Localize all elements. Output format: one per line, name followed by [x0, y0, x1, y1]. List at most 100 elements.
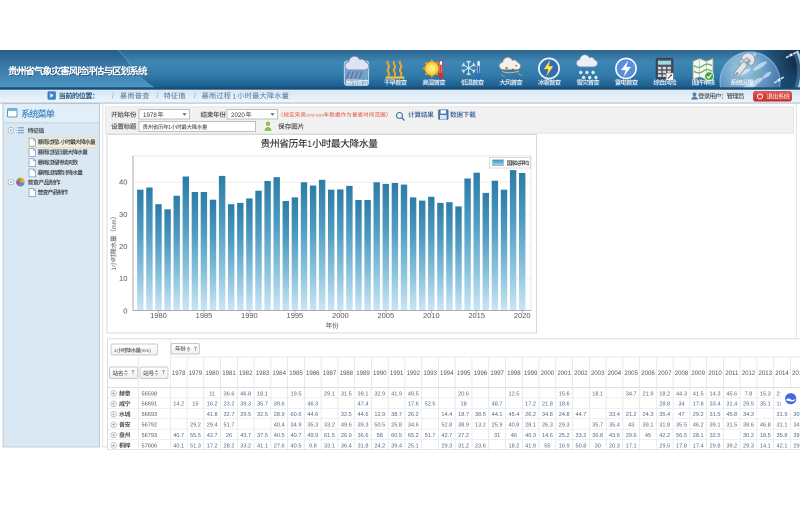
- svg-text:9.8: 9.8: [309, 443, 317, 449]
- svg-text:14.3: 14.3: [710, 391, 721, 397]
- svg-text:26.3: 26.3: [542, 423, 553, 429]
- svg-text:18.1: 18.1: [592, 391, 603, 397]
- svg-text:24.3: 24.3: [643, 412, 654, 418]
- svg-text:35.7: 35.7: [257, 402, 268, 408]
- svg-text:45: 45: [645, 433, 651, 439]
- svg-text:49.5: 49.5: [408, 391, 419, 397]
- svg-text:31.9: 31.9: [777, 412, 788, 418]
- svg-text:44.7: 44.7: [575, 412, 586, 418]
- svg-text:1978: 1978: [172, 370, 186, 377]
- svg-text:27.6: 27.6: [274, 443, 285, 449]
- svg-text:35.4: 35.4: [609, 423, 620, 429]
- svg-text:29.5: 29.5: [659, 443, 670, 449]
- svg-text:46.8: 46.8: [760, 423, 771, 429]
- svg-text:21.9: 21.9: [643, 391, 654, 397]
- svg-text:40.7: 40.7: [173, 433, 184, 439]
- svg-text:1996: 1996: [474, 370, 488, 377]
- svg-text:45.4: 45.4: [508, 412, 519, 418]
- svg-text:1984: 1984: [272, 370, 286, 377]
- svg-text:2013: 2013: [759, 370, 773, 377]
- svg-text:28.2: 28.2: [224, 443, 235, 449]
- svg-text:28.8: 28.8: [659, 402, 670, 408]
- svg-text:65.2: 65.2: [408, 433, 419, 439]
- svg-text:1998: 1998: [507, 370, 521, 377]
- svg-text:14.2: 14.2: [173, 402, 184, 408]
- svg-text:29.3: 29.3: [441, 443, 452, 449]
- svg-text:1988: 1988: [340, 370, 354, 377]
- svg-text:40: 40: [119, 178, 127, 187]
- svg-text:31.4: 31.4: [726, 402, 737, 408]
- svg-text:36.8: 36.8: [592, 433, 603, 439]
- svg-text:34.7: 34.7: [626, 391, 637, 397]
- svg-text:56792: 56792: [142, 423, 158, 429]
- svg-text:2020: 2020: [231, 112, 245, 119]
- svg-text:25.2: 25.2: [559, 433, 570, 439]
- svg-text:39.1: 39.1: [710, 423, 721, 429]
- svg-text:1: 1: [57, 140, 60, 146]
- svg-text:/: /: [112, 93, 114, 100]
- svg-text:18.7: 18.7: [458, 412, 469, 418]
- svg-text:40.1: 40.1: [173, 443, 184, 449]
- svg-text:40.5: 40.5: [274, 433, 285, 439]
- svg-text:26.2: 26.2: [408, 412, 419, 418]
- svg-text:47: 47: [678, 412, 684, 418]
- svg-text:33.2: 33.2: [575, 433, 586, 439]
- svg-text:16.2: 16.2: [207, 402, 218, 408]
- svg-text:33.2: 33.2: [324, 423, 335, 429]
- svg-text:31.8: 31.8: [659, 423, 670, 429]
- svg-text:56598: 56598: [142, 391, 158, 397]
- svg-text:12.5: 12.5: [508, 391, 519, 397]
- svg-text:34.8: 34.8: [542, 412, 553, 418]
- svg-text:36.6: 36.6: [224, 391, 235, 397]
- svg-text:26.9: 26.9: [341, 433, 352, 439]
- svg-text:29.6: 29.6: [626, 433, 637, 439]
- svg-text:1979: 1979: [189, 370, 203, 377]
- svg-text:15.6: 15.6: [559, 391, 570, 397]
- svg-text:2003: 2003: [591, 370, 605, 377]
- svg-text:2000: 2000: [541, 370, 555, 377]
- svg-text:1986: 1986: [306, 370, 320, 377]
- svg-text:30.2: 30.2: [743, 433, 754, 439]
- svg-text:31.8: 31.8: [358, 443, 369, 449]
- svg-text:1987: 1987: [323, 370, 337, 377]
- svg-text:29.2: 29.2: [693, 412, 704, 418]
- svg-text:21.8: 21.8: [542, 402, 553, 408]
- svg-text:43.7: 43.7: [240, 433, 251, 439]
- svg-text:61.5: 61.5: [324, 433, 335, 439]
- svg-text:43: 43: [628, 423, 634, 429]
- svg-text:34.9: 34.9: [291, 423, 302, 429]
- svg-text:25.1: 25.1: [408, 443, 419, 449]
- svg-text:2020: 2020: [514, 311, 531, 320]
- svg-text:56793: 56793: [142, 433, 158, 439]
- svg-text:1992: 1992: [407, 370, 421, 377]
- svg-text:41.1: 41.1: [257, 443, 268, 449]
- svg-text:44.6: 44.6: [358, 412, 369, 418]
- svg-text:58: 58: [377, 433, 383, 439]
- svg-text:34: 34: [678, 402, 684, 408]
- svg-text:39.3: 39.3: [240, 402, 251, 408]
- svg-text:35.1: 35.1: [760, 402, 771, 408]
- svg-text:39.1: 39.1: [643, 423, 654, 429]
- svg-text:57606: 57606: [142, 443, 158, 449]
- svg-text:29.5: 29.5: [240, 412, 251, 418]
- svg-text:1981: 1981: [222, 370, 236, 377]
- svg-text:40.3: 40.3: [525, 433, 536, 439]
- svg-text:39.1: 39.1: [793, 433, 800, 439]
- svg-text:51.7: 51.7: [425, 433, 436, 439]
- svg-text:18: 18: [460, 402, 466, 408]
- svg-text:37.5: 37.5: [257, 433, 268, 439]
- svg-text:18.2: 18.2: [508, 443, 519, 449]
- svg-text:28.1: 28.1: [693, 433, 704, 439]
- svg-text:2010: 2010: [423, 311, 440, 320]
- svg-text:41.9: 41.9: [391, 391, 402, 397]
- svg-text:2015: 2015: [468, 311, 485, 320]
- svg-text:17.8: 17.8: [693, 402, 704, 408]
- svg-text:38.5: 38.5: [475, 412, 486, 418]
- svg-text:31: 31: [494, 433, 500, 439]
- svg-text:2000: 2000: [332, 311, 349, 320]
- svg-text:1994: 1994: [440, 370, 454, 377]
- svg-text:2004: 2004: [608, 370, 622, 377]
- svg-text:1985: 1985: [196, 311, 213, 320]
- svg-text:7.8: 7.8: [745, 391, 753, 397]
- svg-text:31.2: 31.2: [458, 443, 469, 449]
